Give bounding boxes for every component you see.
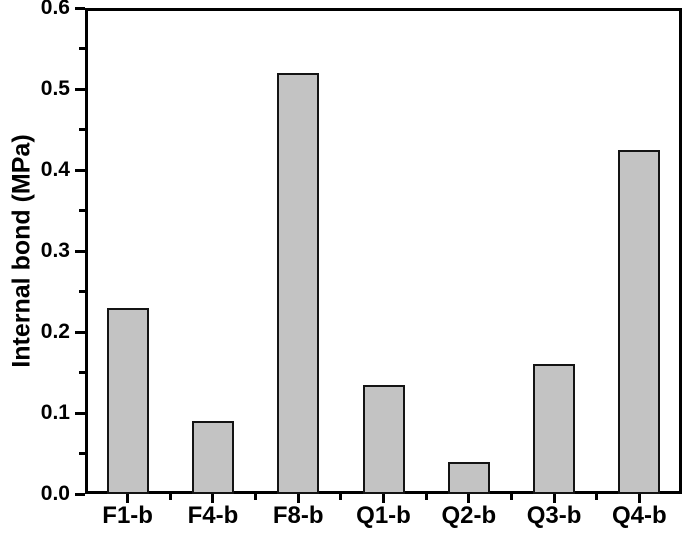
x-axis-minor-tick xyxy=(339,494,343,500)
y-axis-major-tick xyxy=(75,249,85,253)
x-axis-major-tick xyxy=(211,494,215,503)
y-axis-major-tick xyxy=(75,411,85,415)
x-axis-minor-tick xyxy=(509,494,513,500)
bar-Q2-b xyxy=(447,461,490,494)
bar-F4-b xyxy=(191,421,234,494)
x-axis-category-label: F8-b xyxy=(272,502,324,529)
bar-F8-b xyxy=(277,72,320,494)
y-axis-tick-label: 0.5 xyxy=(40,77,70,100)
y-axis-minor-tick xyxy=(79,371,85,374)
y-axis-major-tick xyxy=(75,87,85,91)
x-axis-category-label: Q4-b xyxy=(612,502,667,529)
bar-F1-b xyxy=(106,307,149,494)
x-axis-category-label: F1-b xyxy=(102,502,153,529)
x-axis-category-label: Q2-b xyxy=(441,502,497,529)
x-axis-major-tick xyxy=(296,494,300,503)
y-axis-major-tick xyxy=(75,330,85,334)
y-axis-minor-tick xyxy=(79,290,85,293)
y-axis-minor-tick xyxy=(79,209,85,212)
x-axis-category-label: F4-b xyxy=(187,502,239,529)
x-axis-major-tick xyxy=(552,494,556,503)
y-axis-tick-label: 0.6 xyxy=(40,0,70,19)
x-axis-category-label: Q3-b xyxy=(526,502,582,529)
y-axis-tick-label: 0.0 xyxy=(40,482,70,505)
y-axis-tick-label: 0.1 xyxy=(40,401,70,424)
x-axis-minor-tick xyxy=(254,494,258,500)
x-axis-major-tick xyxy=(126,494,130,503)
x-axis-major-tick xyxy=(467,494,471,503)
y-axis-major-tick xyxy=(75,6,85,10)
y-axis-minor-tick xyxy=(79,452,85,455)
x-axis-major-tick xyxy=(382,494,385,503)
y-axis-tick-label: 0.3 xyxy=(40,239,70,262)
y-axis-minor-tick xyxy=(79,47,85,50)
y-axis-major-tick xyxy=(75,168,85,172)
y-axis-tick-label: 0.4 xyxy=(40,158,70,181)
x-axis-minor-tick xyxy=(168,494,172,500)
bar-Q4-b xyxy=(618,149,661,494)
y-axis-major-tick xyxy=(75,492,85,496)
x-axis-minor-tick xyxy=(424,494,428,500)
x-axis-major-tick xyxy=(637,494,641,503)
bar-Q3-b xyxy=(533,364,576,494)
x-axis-minor-tick xyxy=(595,494,599,500)
x-axis-category-label: Q1-b xyxy=(356,502,411,529)
bar-Q1-b xyxy=(362,384,405,494)
y-axis-tick-label: 0.2 xyxy=(40,320,70,343)
y-axis-minor-tick xyxy=(79,128,85,131)
